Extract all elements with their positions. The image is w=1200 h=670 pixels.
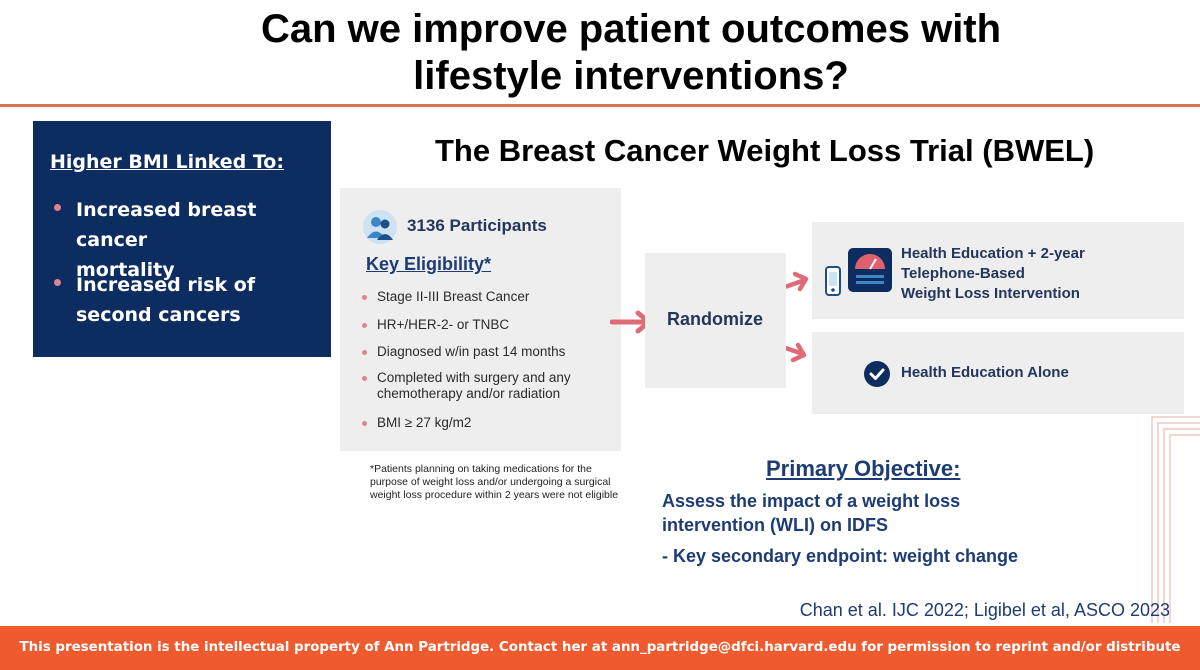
bmi-item: Increased risk of second cancers [50,270,330,330]
scale-icon [848,248,892,292]
primary-objective-line: Assess the impact of a weight loss [662,491,961,511]
bullet-icon [362,295,367,300]
arm2-label: Health Education Alone [901,364,1069,381]
arm1-label-line: Telephone-Based [901,265,1025,282]
eligibility-item: Stage II-III Breast Cancer [362,289,612,305]
title-line-2: lifestyle interventions? [413,54,849,98]
citation: Chan et al. IJC 2022; Ligibel et al, ASC… [799,600,1170,620]
bmi-item-line: second cancers [76,304,241,326]
bullet-icon [362,350,367,355]
eligibility-item-text: BMI ≥ 27 kg/m2 [377,415,472,430]
phone-icon [825,266,841,296]
eligibility-item: Completed with surgery and any chemother… [362,370,612,402]
trial-title: The Breast Cancer Weight Loss Trial (BWE… [435,133,1095,168]
people-icon [363,210,397,244]
bmi-item-line: mortality [76,259,175,281]
arm1-label-line: Weight Loss Intervention [901,285,1080,302]
eligibility-item-text: HR+/HER-2- or TNBC [377,317,510,332]
footnote-line: purpose of weight loss and/or undergoing… [370,476,611,488]
bullet-icon [362,421,367,426]
primary-objective-heading: Primary Objective: [766,456,961,481]
decorative-lines-icon [1151,416,1200,623]
bullet-icon [362,323,367,328]
bmi-item-line: Increased breast cancer [76,199,257,251]
footer-bar: This presentation is the intellectual pr… [0,626,1200,670]
randomize-label: Randomize [667,309,764,329]
slide-title: Can we improve patient outcomes with lif… [0,6,1200,100]
title-divider [0,104,1200,107]
eligibility-heading: Key Eligibility* [366,254,492,274]
participants-count: 3136 Participants [407,216,547,235]
arm-health-education-alone: Health Education Alone [812,332,1184,414]
primary-objective-line: intervention (WLI) on IDFS [662,515,888,535]
bmi-item: Increased breast cancer mortality [50,195,330,285]
arm1-label-line: Health Education + 2-year [901,245,1085,262]
arm-weight-loss-intervention: Health Education + 2-year Telephone-Base… [812,222,1184,319]
bullet-icon [54,204,61,211]
eligibility-item: BMI ≥ 27 kg/m2 [362,415,612,431]
eligibility-item: Diagnosed w/in past 14 months [362,344,612,360]
bullet-icon [362,376,367,381]
bmi-heading: Higher BMI Linked To: [50,151,284,173]
bmi-item-line: Increased risk of [76,274,256,296]
bullet-icon [54,279,61,286]
check-circle-icon [864,361,890,387]
eligibility-item-text: Diagnosed w/in past 14 months [377,344,566,359]
randomize-box: Randomize [645,253,786,388]
title-line-1: Can we improve patient outcomes with [260,7,1002,51]
eligibility-footnote: *Patients planning on taking medications… [370,463,650,502]
footnote-line: *Patients planning on taking medications… [370,463,592,475]
primary-objective-text: Assess the impact of a weight loss inter… [662,489,1082,537]
secondary-endpoint: - Key secondary endpoint: weight change [662,546,1019,566]
eligibility-item: HR+/HER-2- or TNBC [362,317,612,333]
arm1-label: Health Education + 2-year Telephone-Base… [901,244,1085,304]
footnote-line: weight loss procedure within 2 years wer… [370,489,619,501]
eligibility-item-text: Stage II-III Breast Cancer [377,289,530,304]
eligibility-item-text: Completed with surgery and any [377,370,571,385]
eligibility-panel: 3136 Participants Key Eligibility* Stage… [340,188,621,451]
footer-text: This presentation is the intellectual pr… [19,640,1181,655]
bmi-box: Higher BMI Linked To: Increased breast c… [33,121,331,357]
eligibility-item-text: chemotherapy and/or radiation [377,386,561,401]
